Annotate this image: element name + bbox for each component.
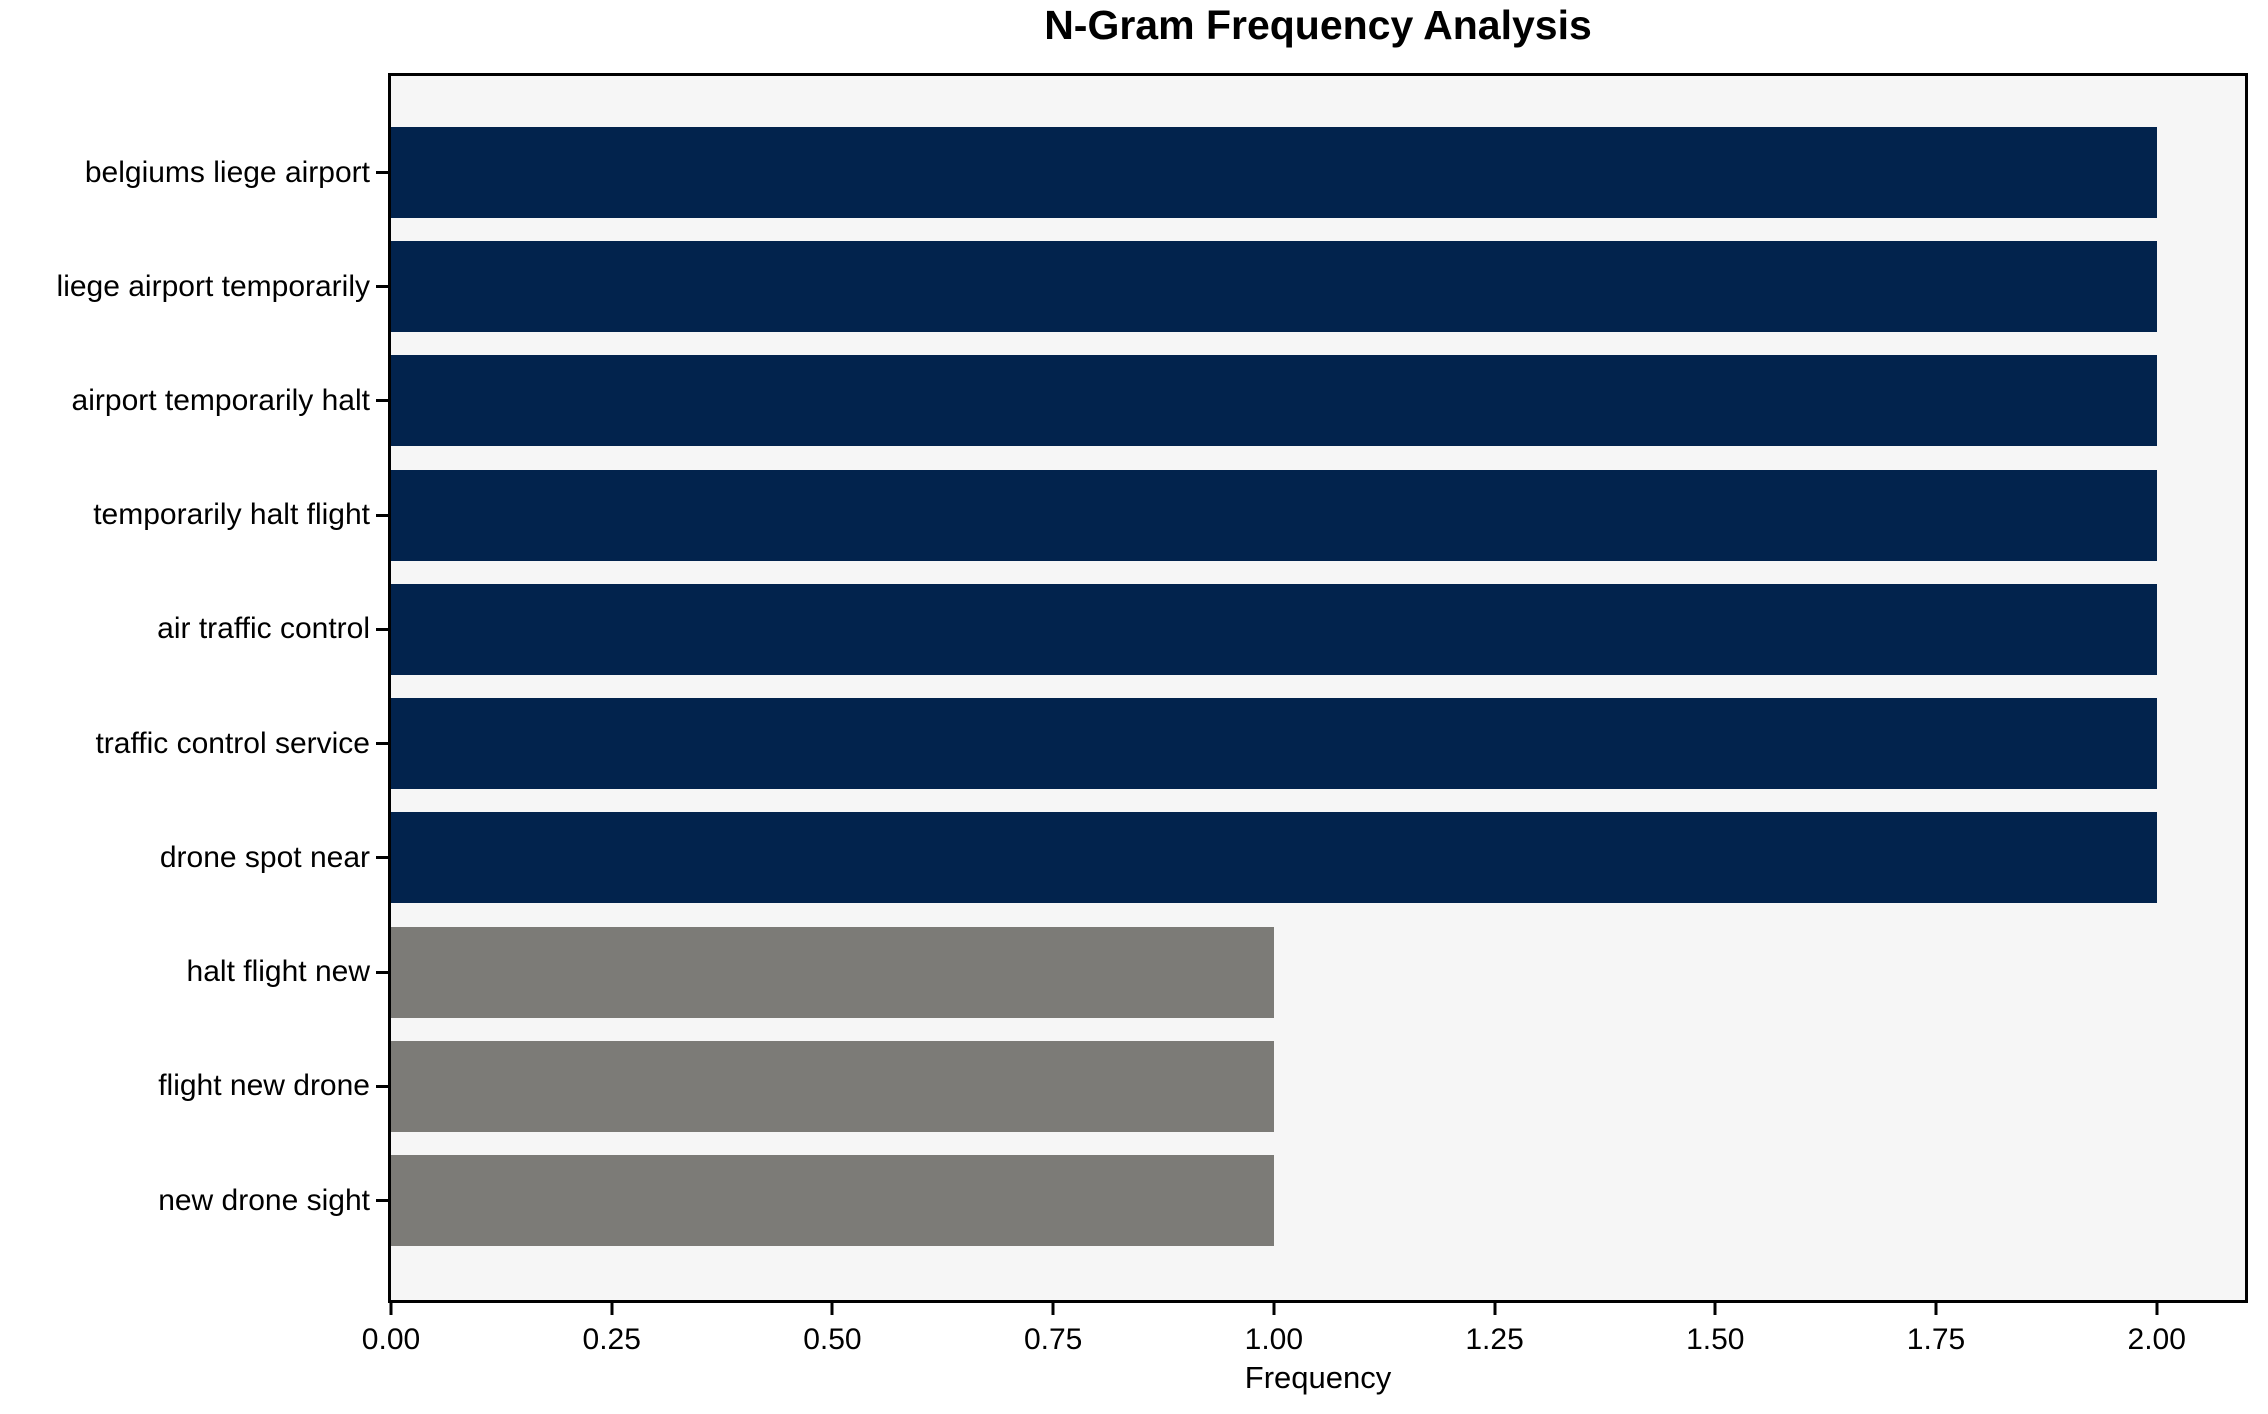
y-tick-label: airport temporarily halt [71,383,370,417]
bar [391,583,2157,675]
y-tick-mark [376,1199,388,1202]
x-tick-label: 0.25 [582,1323,641,1356]
x-axis-title: Frequency [1244,1360,1392,1395]
y-tick-label: temporarily halt flight [93,498,370,532]
x-tick-label: 0.50 [803,1323,862,1356]
bar [391,469,2157,561]
y-tick-mark [376,399,388,403]
y-axis-ticks [376,76,388,1300]
x-tick-label: 1.75 [1906,1323,1966,1356]
y-axis-labels: belgiums liege airport liege airport temp… [0,76,370,1300]
x-tick-label: 1.50 [1686,1323,1745,1356]
bar [391,355,2157,447]
y-tick-label: traffic control service [95,726,370,760]
x-tick-mark [830,1303,834,1315]
y-tick-mark [376,627,388,631]
bar [391,926,1274,1018]
y-tick-label: air traffic control [157,612,370,646]
y-tick-mark [376,970,388,974]
x-tick-mark [2155,1303,2159,1315]
y-tick-label: liege airport temporarily [56,269,370,303]
x-tick-label: 1.00 [1244,1323,1304,1356]
bar [391,698,2157,790]
x-tick-mark [1051,1303,1055,1315]
y-tick-mark [376,742,388,746]
chart-title: N-Gram Frequency Analysis [1044,2,1592,48]
x-tick-mark [1493,1303,1497,1315]
y-tick-label: drone spot near [159,840,370,874]
x-tick-mark [1934,1303,1938,1315]
x-tick-label: 1.25 [1465,1323,1524,1356]
y-tick-label: flight new drone [158,1069,370,1103]
y-tick-mark [376,171,388,174]
bar [391,1040,1274,1132]
bar [391,812,2157,904]
x-tick-mark [1713,1303,1717,1315]
x-tick-label: 0.00 [361,1323,421,1356]
bar [391,241,2157,333]
bar [391,1155,1274,1246]
x-tick-label: 0.75 [1023,1323,1083,1356]
y-tick-mark [376,513,388,517]
x-tick-mark [389,1303,393,1315]
bar [391,127,2157,218]
y-tick-mark [376,856,388,860]
y-tick-mark [376,1084,388,1088]
x-axis: 0.00 0.25 0.50 0.75 1.00 1.25 1.50 1.75 2.00 [362,1303,2245,1363]
plot-area [388,73,2248,1303]
x-tick-label: 2.00 [2127,1323,2186,1356]
y-tick-label: belgiums liege airport [84,155,370,189]
y-tick-mark [376,285,388,289]
x-tick-mark [1272,1303,1276,1315]
y-tick-label: new drone sight [158,1183,370,1217]
y-tick-label: halt flight new [186,955,370,989]
x-tick-mark [610,1303,614,1315]
